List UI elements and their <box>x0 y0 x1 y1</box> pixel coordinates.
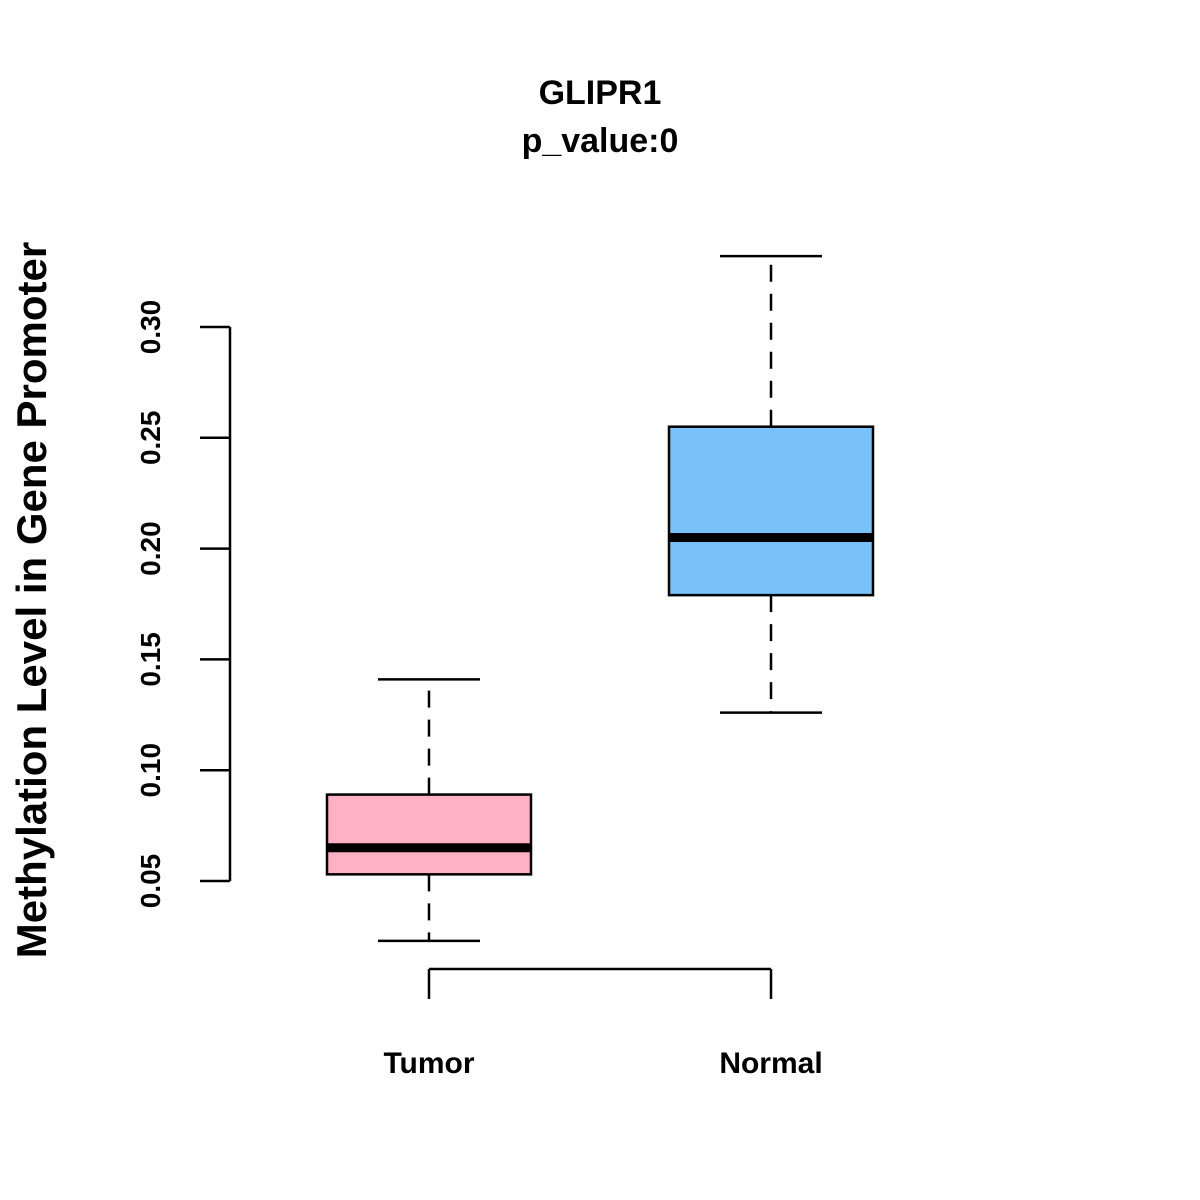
y-tick-label: 0.25 <box>135 411 166 466</box>
y-tick-label: 0.30 <box>135 300 166 355</box>
y-tick-label: 0.10 <box>135 743 166 798</box>
y-tick-label: 0.20 <box>135 521 166 576</box>
boxes-group <box>325 254 875 943</box>
y-tick-label: 0.15 <box>135 632 166 687</box>
chart-title: GLIPR1 <box>539 74 662 112</box>
box-tumor <box>325 793 533 876</box>
y-axis: 0.05 0.10 0.15 0.20 0.25 0.30 <box>135 300 232 909</box>
x-tick-label: Tumor <box>383 1047 474 1080</box>
y-axis-label: Methylation Level in Gene Promoter <box>8 242 55 958</box>
y-tick-label: 0.05 <box>135 854 166 909</box>
box-normal <box>667 425 875 597</box>
x-tick-label: Normal <box>719 1047 822 1080</box>
x-axis: Tumor Normal <box>383 967 823 1080</box>
chart-subtitle: p_value:0 <box>522 122 679 160</box>
